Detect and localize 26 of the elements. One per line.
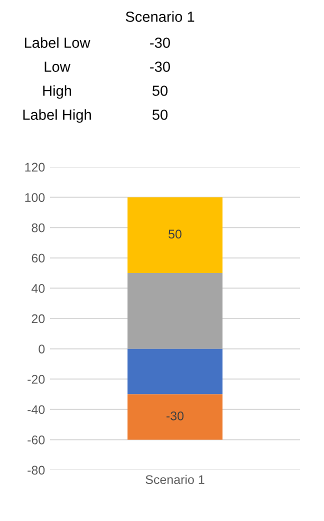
text: 50 <box>152 86 168 96</box>
bar <box>128 348 222 394</box>
bar <box>128 273 222 349</box>
y-tick-label: -60 <box>28 436 45 444</box>
data-label: 50 <box>168 230 182 239</box>
y-tick-label: 0 <box>38 344 45 354</box>
text: Scenario 1 <box>126 11 194 22</box>
data-label: -30 <box>166 411 184 420</box>
text: Label High <box>23 109 91 123</box>
y-tick-label: 80 <box>32 223 45 232</box>
text: 50 <box>152 110 168 120</box>
text: High <box>43 85 72 99</box>
y-tick-label: -40 <box>28 405 45 414</box>
bar <box>128 394 222 440</box>
y-tick-label: 40 <box>32 284 45 293</box>
y-tick-label: 60 <box>32 254 45 263</box>
y-tick-label: 20 <box>32 314 45 324</box>
bar <box>128 197 222 274</box>
text: Label Low <box>24 37 90 48</box>
y-tick-label: -80 <box>28 466 45 475</box>
y-tick-label: 100 <box>25 193 45 202</box>
text: -30 <box>150 38 170 48</box>
y-tick-label: 120 <box>25 162 45 172</box>
y-tick-label: -20 <box>28 374 45 384</box>
text: -30 <box>150 62 170 72</box>
text: Low <box>44 62 70 72</box>
